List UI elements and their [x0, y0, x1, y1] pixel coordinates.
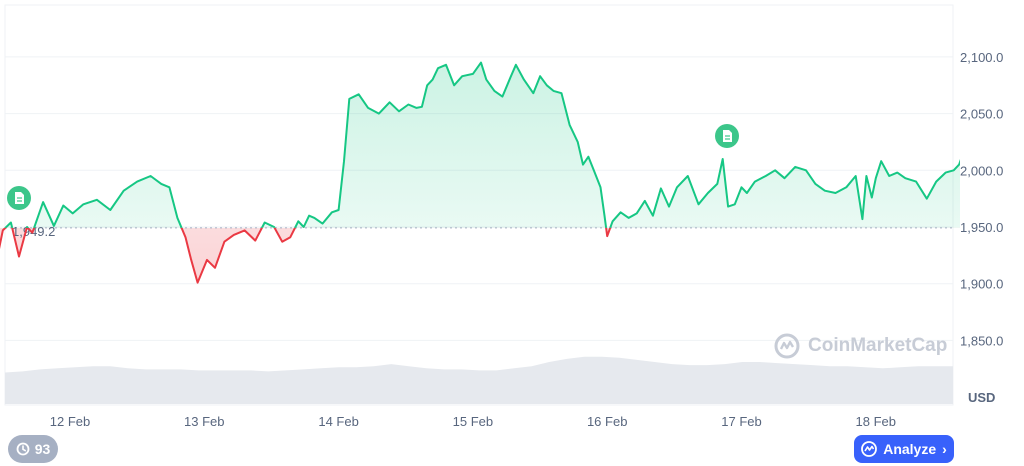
history-count: 93 — [34, 441, 51, 457]
x-tick-label: 12 Feb — [50, 414, 90, 429]
price-line-up — [3, 61, 960, 228]
x-tick-label: 14 Feb — [318, 414, 358, 429]
coinmarketcap-logo-icon — [774, 333, 800, 359]
analyze-label: Analyze — [883, 441, 937, 457]
x-tick-label: 13 Feb — [184, 414, 224, 429]
history-button[interactable]: 93 — [8, 435, 58, 463]
y-tick-label: 1,900.0 — [960, 277, 1003, 292]
y-tick-label: 1,950.0 — [960, 220, 1003, 235]
x-tick-label: 18 Feb — [856, 414, 896, 429]
x-axis: 12 Feb 13 Feb 14 Feb 15 Feb 16 Feb 17 Feb 18 F… — [50, 414, 896, 429]
news-marker[interactable] — [715, 124, 739, 148]
watermark-text: CoinMarketCap — [808, 335, 948, 356]
x-tick-label: 17 Feb — [721, 414, 761, 429]
volume-area-shape — [5, 356, 953, 404]
price-fill-up — [0, 62, 960, 228]
analyze-button[interactable]: Analyze › — [854, 435, 954, 463]
news-markers[interactable] — [7, 124, 739, 210]
history-icon — [16, 442, 30, 456]
y-tick-label: 2,050.0 — [960, 107, 1003, 122]
x-tick-label: 15 Feb — [453, 414, 493, 429]
chevron-right-icon: › — [942, 441, 947, 457]
y-tick-label: 2,000.0 — [960, 163, 1003, 178]
y-tick-label: 1,850.0 — [960, 333, 1003, 348]
y-tick-label: 2,100.0 — [960, 50, 1003, 65]
watermark: CoinMarketCap — [774, 333, 947, 359]
currency-label: USD — [968, 390, 995, 405]
volume-area — [5, 356, 953, 404]
analyze-icon — [861, 441, 878, 457]
news-marker[interactable] — [7, 186, 31, 210]
y-axis: 1,850.0 1,900.0 1,950.0 2,000.0 2,050.0 2,100… — [960, 50, 1003, 348]
x-tick-label: 16 Feb — [587, 414, 627, 429]
price-fill — [0, 62, 960, 283]
price-lines — [0, 61, 960, 284]
